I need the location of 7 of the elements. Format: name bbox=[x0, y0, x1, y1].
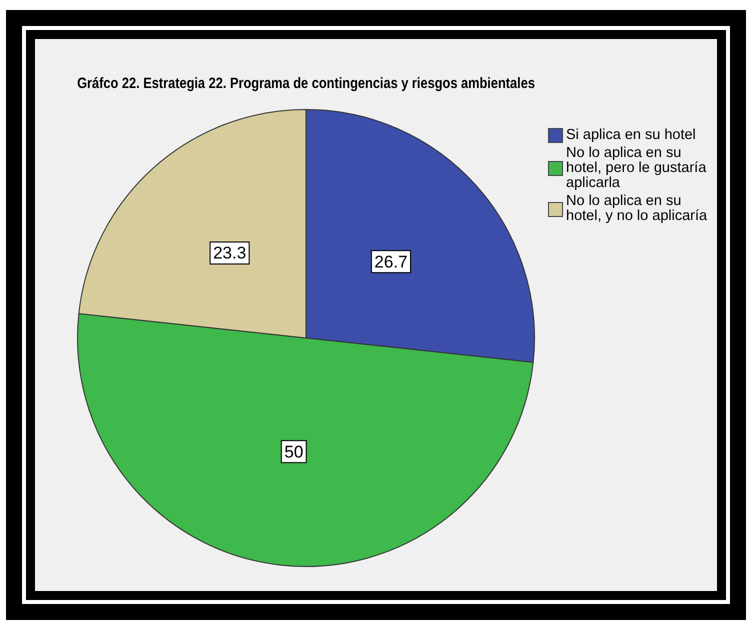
data-label: 26.7 bbox=[374, 252, 408, 272]
data-label: 23.3 bbox=[213, 244, 246, 263]
legend-label: No lo aplica en su hotel, y no lo aplicaría bbox=[566, 193, 708, 224]
legend-label: No lo aplica en su hotel, pero le gustaría aplicarla bbox=[566, 145, 708, 191]
legend-label: Si aplica en su hotel bbox=[566, 127, 696, 143]
data-label: 50 bbox=[284, 442, 304, 462]
chart-title: Gráfco 22. Estrategia 22. Programa de contingencias y riesgos ambientales bbox=[77, 74, 536, 92]
